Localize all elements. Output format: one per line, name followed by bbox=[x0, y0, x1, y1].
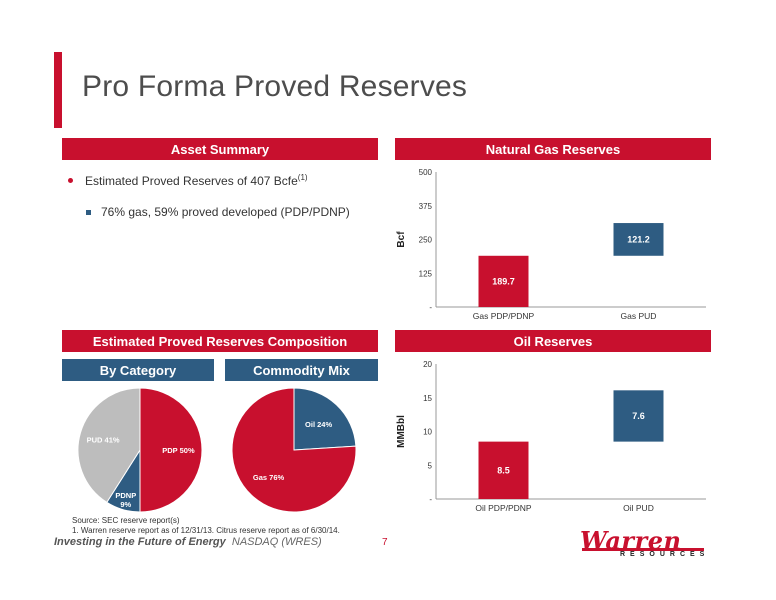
commodity-mix-header: Commodity Mix bbox=[225, 359, 378, 381]
gas-bar bbox=[613, 223, 664, 256]
sub-bullet-text: 76% gas, 59% proved developed (PDP/PDNP) bbox=[101, 205, 350, 219]
footer-tagline: Investing in the Future of Energy NASDAQ… bbox=[54, 536, 322, 548]
tagline-text: Investing in the Future of Energy bbox=[54, 536, 226, 548]
by-category-header: By Category bbox=[62, 359, 214, 381]
gas-reserves-chart: - 125 250 375 500 Bcf 189.7 Gas PDP/PDNP 121.2 Ga… bbox=[396, 168, 706, 321]
bullet-dot-icon bbox=[68, 178, 73, 183]
composition-header: Estimated Proved Reserves Composition bbox=[62, 330, 378, 352]
gas-chart-header: Natural Gas Reserves bbox=[395, 138, 711, 160]
oil-y-tick-label: 20 bbox=[423, 360, 432, 369]
oil-chart-header: Oil Reserves bbox=[395, 330, 711, 352]
oil-reserves-chart: - 5 10 15 20 MMBbl 8.5 Oil PDP/PDNP 7.6 Oil PUD bbox=[396, 360, 706, 513]
sub-bullet-item: 76% gas, 59% proved developed (PDP/PDNP) bbox=[86, 205, 350, 219]
gas-y-tick-label: 125 bbox=[419, 269, 433, 278]
category-slice-label: PUD 41% bbox=[87, 435, 120, 444]
commodity-slice bbox=[231, 387, 357, 513]
oil-bar-value-label: 7.6 bbox=[632, 411, 645, 421]
commodity-slice-label: Oil 24% bbox=[305, 420, 332, 429]
warren-logo: Warren RESOURCES bbox=[580, 526, 730, 562]
gas-y-tick-label: 250 bbox=[419, 236, 433, 245]
oil-bar bbox=[613, 390, 664, 442]
gas-bar-value-label: 121.2 bbox=[627, 234, 650, 244]
category-slice bbox=[77, 387, 141, 504]
oil-category-label: Oil PUD bbox=[623, 503, 654, 513]
oil-y-axis-label: MMBbl bbox=[396, 415, 407, 448]
commodity-mix-pie: Oil 24% Gas 76% bbox=[231, 387, 357, 513]
source-note: Source: SEC reserve report(s) 1. Warren … bbox=[72, 516, 340, 536]
gas-y-tick-label: 500 bbox=[419, 168, 433, 177]
title-accent-bar bbox=[54, 52, 62, 128]
bullet-text: Estimated Proved Reserves of 407 Bcfe(1) bbox=[85, 173, 308, 188]
gas-bar-value-label: 189.7 bbox=[492, 276, 515, 286]
category-slice-label: PDNP bbox=[115, 491, 136, 500]
ticker-text: NASDAQ (WRES) bbox=[231, 536, 322, 548]
oil-y-tick-label: 15 bbox=[423, 394, 432, 403]
asset-summary-header: Asset Summary bbox=[62, 138, 378, 160]
page-number: 7 bbox=[382, 537, 388, 548]
oil-y-tick-label: - bbox=[429, 495, 432, 504]
logo-swoosh bbox=[582, 548, 704, 551]
gas-y-tick-label: - bbox=[429, 303, 432, 312]
commodity-slice bbox=[293, 387, 357, 451]
logo-subtitle: RESOURCES bbox=[620, 551, 710, 558]
category-slice-label: PDP 50% bbox=[162, 446, 195, 455]
gas-category-label: Gas PUD bbox=[621, 311, 657, 321]
bullet-item: Estimated Proved Reserves of 407 Bcfe(1) bbox=[68, 173, 308, 188]
gas-y-axis-label: Bcf bbox=[396, 231, 407, 248]
oil-y-tick-label: 10 bbox=[423, 428, 432, 437]
page-title: Pro Forma Proved Reserves bbox=[82, 70, 468, 103]
square-bullet-icon bbox=[86, 210, 91, 215]
gas-category-label: Gas PDP/PDNP bbox=[473, 311, 535, 321]
category-slice bbox=[139, 387, 203, 513]
oil-y-tick-label: 5 bbox=[428, 461, 433, 470]
category-slice-label-pct: 9% bbox=[120, 500, 131, 509]
oil-category-label: Oil PDP/PDNP bbox=[475, 503, 532, 513]
commodity-slice-label: Gas 76% bbox=[253, 473, 285, 482]
gas-bar bbox=[478, 255, 529, 307]
gas-y-tick-label: 375 bbox=[419, 202, 433, 211]
oil-bar bbox=[478, 441, 529, 499]
oil-bar-value-label: 8.5 bbox=[497, 465, 510, 475]
source-line: Source: SEC reserve report(s) bbox=[72, 516, 180, 525]
footnote-line: 1. Warren reserve report as of 12/31/13.… bbox=[72, 526, 340, 535]
